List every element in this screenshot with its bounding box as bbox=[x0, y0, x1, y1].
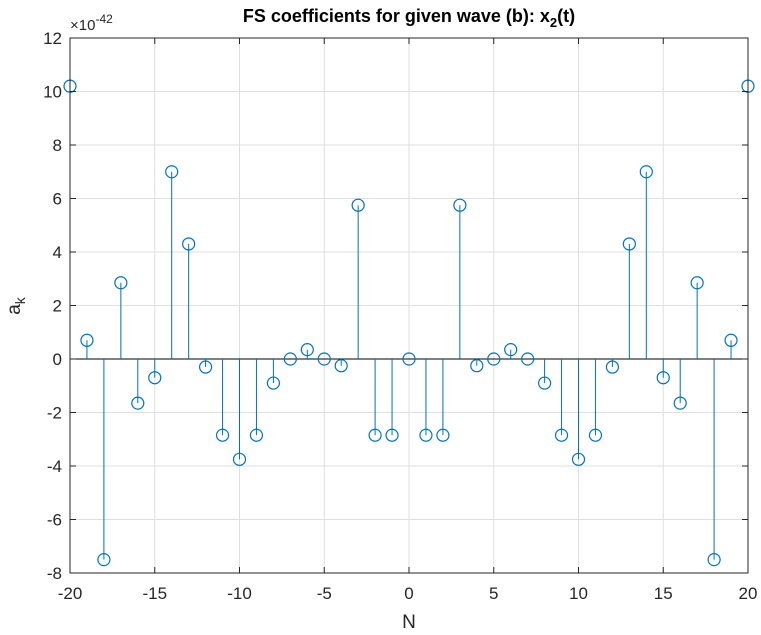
x-tick-label: 10 bbox=[569, 584, 588, 603]
y-axis-label: ak bbox=[4, 296, 28, 315]
stem-marker bbox=[504, 343, 518, 357]
stem-marker bbox=[317, 352, 331, 366]
y-tick-label: 12 bbox=[43, 29, 62, 48]
stem-marker bbox=[199, 360, 213, 374]
stem-marker bbox=[521, 352, 535, 366]
stem-marker bbox=[419, 428, 433, 442]
y-tick-label: 4 bbox=[53, 243, 62, 262]
x-tick-label: -15 bbox=[142, 584, 167, 603]
x-tick-label: 15 bbox=[654, 584, 673, 603]
stem-marker bbox=[385, 428, 399, 442]
y-tick-label: 8 bbox=[53, 136, 62, 155]
stem-marker bbox=[114, 276, 128, 290]
y-tick-label: 10 bbox=[43, 83, 62, 102]
stem-marker bbox=[690, 276, 704, 290]
y-tick-label: -6 bbox=[47, 511, 62, 530]
stem-marker bbox=[554, 428, 569, 442]
y-tick-label: -4 bbox=[47, 457, 62, 476]
stem-marker bbox=[402, 352, 416, 366]
y-tick-label: 0 bbox=[53, 350, 62, 369]
x-tick-label: 20 bbox=[739, 584, 758, 603]
stem-marker bbox=[656, 371, 670, 385]
stem-marker bbox=[571, 452, 586, 466]
stem-marker bbox=[605, 360, 620, 374]
x-tick-label: 5 bbox=[489, 584, 498, 603]
stem-marker bbox=[266, 376, 280, 390]
stem-marker bbox=[97, 553, 111, 567]
x-tick-label: -20 bbox=[58, 584, 83, 603]
chart-title: FS coefficients for given wave (b): x2(t… bbox=[243, 6, 575, 30]
stem-marker bbox=[148, 371, 162, 385]
stem-marker bbox=[436, 428, 450, 442]
stem-marker bbox=[368, 428, 382, 442]
stem-marker bbox=[80, 333, 94, 347]
stem-marker bbox=[351, 198, 365, 212]
stem-marker bbox=[249, 428, 264, 442]
stem-marker bbox=[487, 352, 501, 366]
stem-marker bbox=[232, 452, 247, 466]
stem-marker bbox=[622, 237, 636, 251]
stem-marker bbox=[131, 396, 145, 410]
stem-marker bbox=[453, 198, 467, 212]
y-tick-label: 2 bbox=[53, 297, 62, 316]
exponent-label: ×10-42 bbox=[70, 12, 113, 34]
y-tick-label: -8 bbox=[47, 564, 62, 583]
stem-marker bbox=[215, 428, 230, 442]
stem-marker bbox=[724, 333, 738, 347]
stem-marker bbox=[182, 237, 196, 251]
stem-marker bbox=[588, 428, 603, 442]
stem-marker bbox=[470, 359, 484, 373]
stem-marker bbox=[334, 359, 348, 373]
x-axis-label: N bbox=[402, 612, 416, 633]
y-tick-label: -2 bbox=[47, 404, 62, 423]
x-tick-label: 0 bbox=[404, 584, 413, 603]
x-tick-label: -5 bbox=[317, 584, 332, 603]
y-tick-label: 6 bbox=[53, 190, 62, 209]
stem-marker bbox=[707, 553, 721, 567]
stem-marker bbox=[673, 396, 687, 410]
stem-marker bbox=[283, 352, 297, 366]
x-tick-label: -10 bbox=[227, 584, 252, 603]
stem-marker bbox=[165, 165, 179, 179]
stem-marker bbox=[639, 165, 653, 179]
stem-marker bbox=[300, 343, 314, 357]
stem-marker bbox=[537, 376, 552, 390]
